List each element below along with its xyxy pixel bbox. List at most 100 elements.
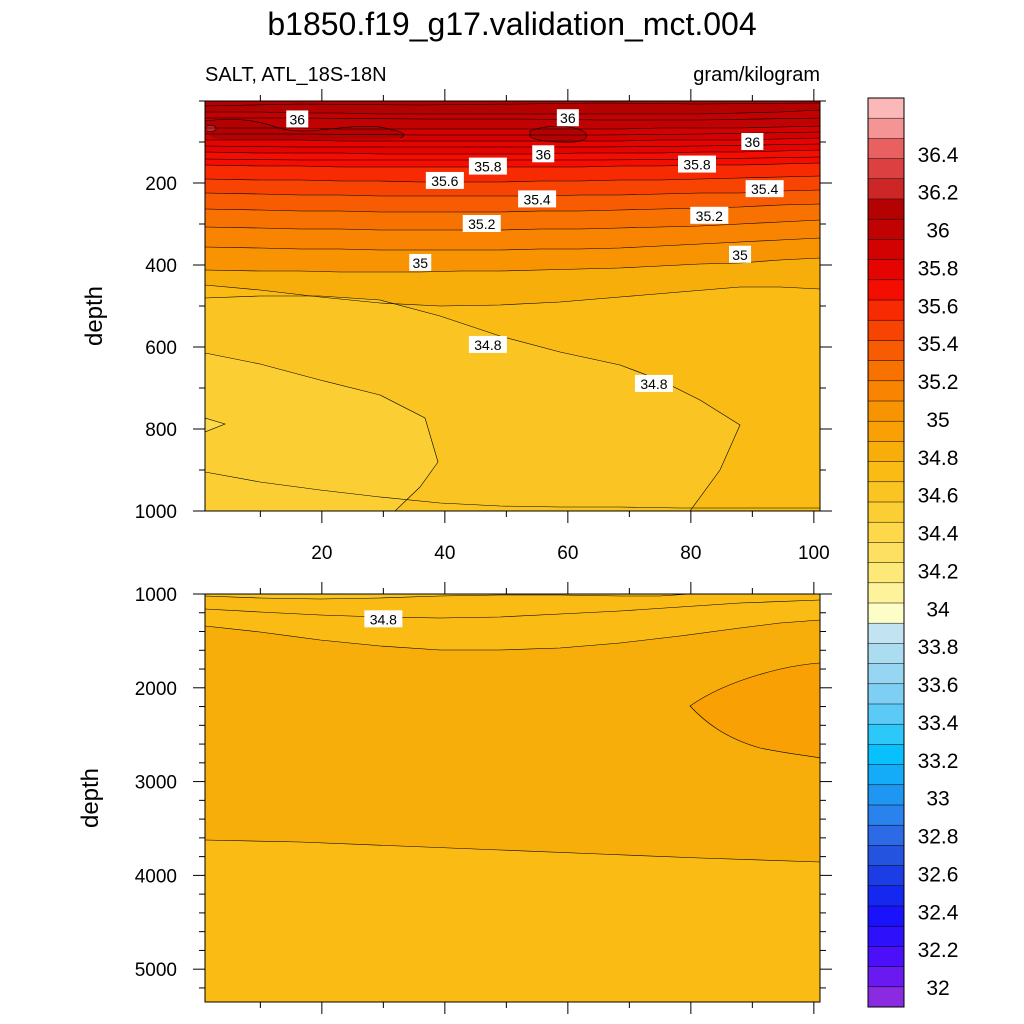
contour-label-box xyxy=(741,133,764,150)
colorbar-swatch xyxy=(868,764,904,786)
upper-y-axis: 200 400 600 800 1000 xyxy=(135,100,832,523)
colorbar-swatch xyxy=(868,865,904,887)
y-tick-label: 4000 xyxy=(135,866,177,887)
left-subtitle: SALT, ATL_18S-18N xyxy=(205,64,387,86)
colorbar-label: 32 xyxy=(926,977,949,1000)
contour-label: 35.6 xyxy=(425,171,464,189)
contour-label-box xyxy=(425,171,464,189)
contour-label: 35.8 xyxy=(678,155,716,173)
contour-label-box xyxy=(468,335,507,353)
colorbar-swatch xyxy=(868,522,904,543)
contour-label-text: 34.8 xyxy=(370,611,397,627)
colorbar-swatch xyxy=(868,845,904,866)
upper-panel: 36 36 36 36 35.8 35.8 35.6 35.4 35.4 35.2 35.2 35 35… xyxy=(81,89,832,564)
lower-x-axis xyxy=(259,582,815,1014)
colorbar-swatch xyxy=(868,502,904,523)
contour-label-box xyxy=(532,145,555,163)
contour-label-text: 36 xyxy=(560,110,576,126)
colorbar-swatch xyxy=(868,158,904,180)
colorbar-swatch xyxy=(868,360,904,382)
contour-label-text: 35 xyxy=(412,255,428,271)
colorbar-label: 35.2 xyxy=(918,371,959,394)
fill-34.6 xyxy=(205,418,225,432)
colorbar-swatch xyxy=(868,623,904,644)
lower-y-axis: 1000 2000 3000 4000 5000 xyxy=(135,585,832,989)
colorbar-label: 32.6 xyxy=(918,863,959,886)
colorbar-swatch xyxy=(868,683,904,705)
lower-contour-fill xyxy=(205,594,820,1002)
fill-34.8 xyxy=(205,594,690,599)
contour-label: 36 xyxy=(286,110,309,128)
contour-label: 34.8 xyxy=(364,610,403,628)
colorbar-label: 35.4 xyxy=(918,333,959,356)
contour-label-text: 35.2 xyxy=(468,216,495,232)
contour-label: 36 xyxy=(532,145,555,163)
lower-contour-lines xyxy=(205,594,820,863)
colorbar-swatch xyxy=(868,906,904,927)
contour-label-text: 34.8 xyxy=(640,376,667,392)
colorbar-swatch xyxy=(868,643,904,664)
colorbar-label: 35 xyxy=(926,409,949,432)
contour-label: 35.4 xyxy=(518,190,557,208)
contour-label-box xyxy=(364,610,403,628)
colorbar-label: 33.4 xyxy=(918,712,959,735)
colorbar-label: 33 xyxy=(926,788,949,811)
x-tick-label: 20 xyxy=(311,543,332,564)
colorbar-label: 33.8 xyxy=(918,636,959,659)
contour-label: 36 xyxy=(556,109,579,127)
contour-label-box xyxy=(556,109,579,127)
x-tick-label: 80 xyxy=(680,543,701,564)
x-tick-label: 100 xyxy=(798,543,830,564)
fill-35.0 xyxy=(205,594,820,862)
colorbar-label: 34.6 xyxy=(918,485,959,508)
colorbar-swatch xyxy=(868,926,904,947)
colorbar-swatch xyxy=(868,199,904,220)
contour-label-text: 35.8 xyxy=(683,157,710,173)
colorbar-swatch xyxy=(868,239,904,260)
colorbar-label: 33.6 xyxy=(918,674,959,697)
colorbar-label: 33.2 xyxy=(918,750,959,773)
colorbar-swatch xyxy=(868,441,904,462)
contour-label-text: 35.6 xyxy=(431,173,458,189)
colorbar-label: 32.4 xyxy=(918,901,959,924)
lower-y-axis-title: depth xyxy=(77,768,104,828)
contour-label-text: 35 xyxy=(732,247,748,263)
contour-label-box xyxy=(745,180,784,198)
contour-label: 35.4 xyxy=(745,180,784,198)
contour-label-box xyxy=(462,215,501,232)
contour-label: 35 xyxy=(409,253,432,271)
contour-label-text: 36 xyxy=(745,134,761,150)
upper-contour-fill xyxy=(205,101,820,511)
contour-label: 35.2 xyxy=(462,215,501,232)
contour-label: 35 xyxy=(729,245,752,263)
y-tick-label: 1000 xyxy=(135,502,177,523)
figure-title: b1850.f19_g17.validation_mct.004 xyxy=(267,6,756,42)
colorbar-swatch xyxy=(868,259,904,281)
fill-36.1-patch-west xyxy=(205,119,404,140)
colorbar-swatch xyxy=(868,603,904,624)
y-tick-label: 800 xyxy=(145,420,177,441)
contour-label-text: 35.8 xyxy=(474,159,501,175)
contour-label-box xyxy=(678,155,716,173)
colorbar-swatch xyxy=(868,178,904,200)
colorbar-swatch xyxy=(868,946,904,967)
y-tick-label: 400 xyxy=(145,256,177,277)
colorbar-swatch xyxy=(868,562,904,584)
colorbar-label: 34 xyxy=(926,598,950,621)
fill-36.1-patch-central xyxy=(530,126,587,143)
colorbar-swatch xyxy=(868,663,904,685)
colorbar-label: 32.2 xyxy=(918,939,959,962)
colorbar-swatch xyxy=(868,784,904,806)
contour-label-box xyxy=(286,110,309,128)
colorbar-swatch xyxy=(868,320,904,341)
fill-34.9-east xyxy=(690,663,820,758)
colorbar-swatch xyxy=(868,380,904,402)
colorbar-swatch xyxy=(868,279,904,301)
lower-panel: 34.8 1000 2000 3000 4000 5000 depth xyxy=(77,582,832,1014)
colorbar-swatch xyxy=(868,744,904,765)
colorbar-swatch xyxy=(868,461,904,483)
y-tick-label: 200 xyxy=(145,174,177,195)
lower-plot-frame xyxy=(204,593,821,1003)
colorbar-label: 34.8 xyxy=(918,447,959,470)
contour-label-box xyxy=(518,190,557,208)
